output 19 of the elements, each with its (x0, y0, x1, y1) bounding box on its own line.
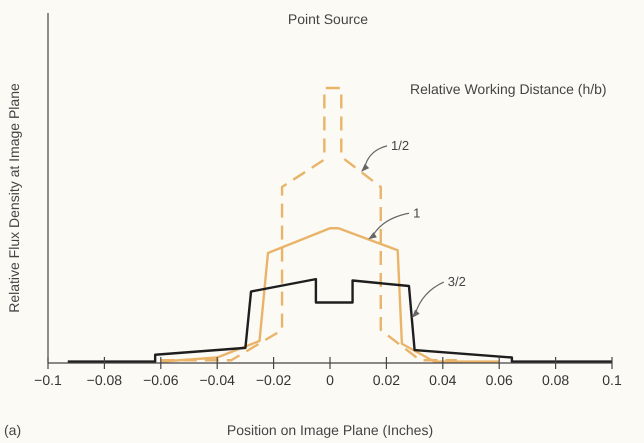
x-tick-label: 0.04 (429, 372, 457, 388)
legend-title: Relative Working Distance (h/b) (410, 81, 607, 97)
x-tick-label: −0.02 (256, 372, 292, 388)
x-tick-label: −0.08 (86, 372, 122, 388)
x-tick-label: 0.1 (602, 372, 622, 388)
text: (a) (4, 422, 22, 438)
text: 3/2 (448, 274, 466, 290)
chart-title: Point Source (288, 11, 368, 27)
x-tick-label: 0.08 (542, 372, 570, 388)
x-tick-label: −0.1 (34, 372, 62, 388)
x-tick-label: 0.02 (372, 372, 400, 388)
y-axis-title: Relative Flux Density at Image Plane (6, 83, 22, 313)
x-tick-label: 0 (326, 372, 334, 388)
x-tick-label: 0.06 (486, 372, 514, 388)
text: 1 (413, 205, 420, 220)
x-tick-label: −0.06 (143, 372, 179, 388)
text: 1/2 (391, 138, 410, 153)
x-tick-label: −0.04 (199, 372, 236, 388)
x-axis-title: Position on Image Plane (Inches) (226, 422, 434, 438)
